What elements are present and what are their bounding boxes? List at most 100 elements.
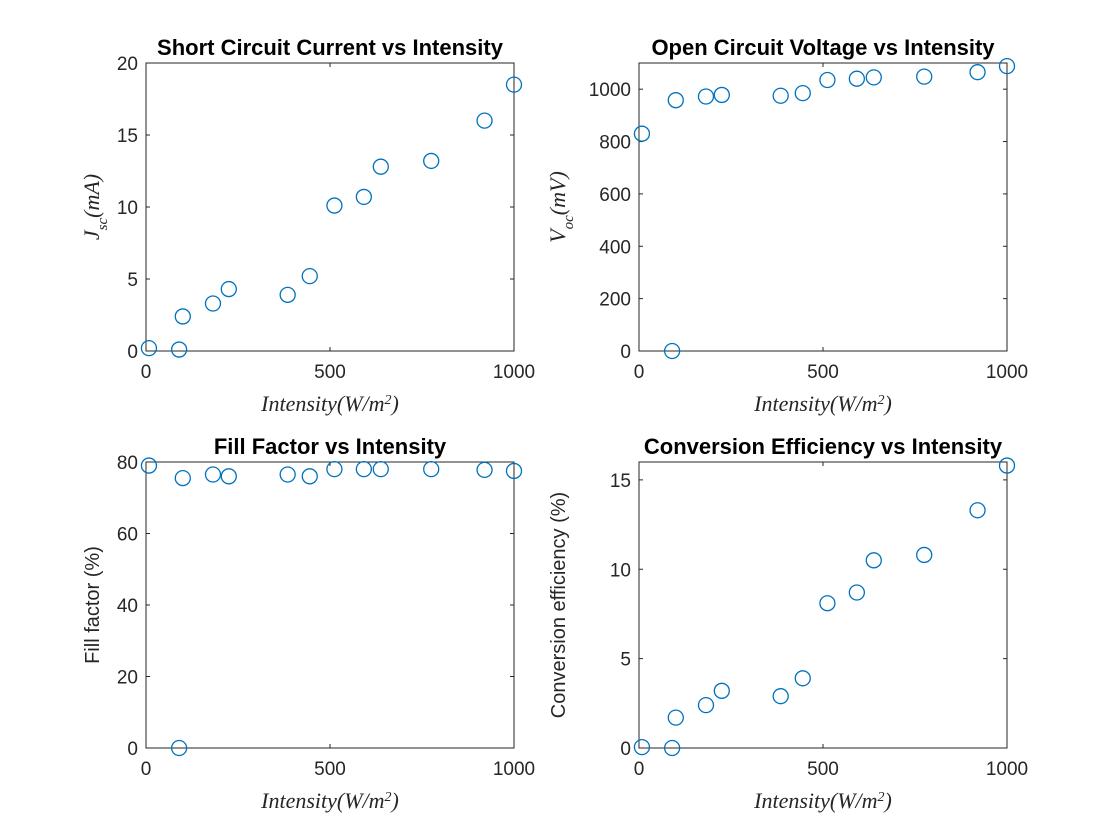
data-point (772, 688, 789, 705)
data-point (355, 460, 373, 478)
y-tick-label: 0 (620, 739, 631, 760)
data-point (372, 158, 389, 175)
data-point (794, 84, 811, 102)
data-point (663, 342, 681, 360)
y-tick-label: 5 (127, 270, 138, 291)
data-point (713, 682, 730, 699)
data-point (848, 584, 866, 601)
data-point (667, 709, 684, 726)
x-axis-label: Intensity(W/m2) (753, 788, 892, 813)
data-point (505, 76, 523, 93)
data-point (476, 461, 493, 479)
data-point (865, 69, 882, 86)
y-tick-label: 40 (117, 596, 138, 617)
axes-box (638, 62, 1008, 352)
data-point (204, 466, 222, 483)
y-tick-label: 60 (117, 525, 138, 546)
data-point (969, 64, 986, 81)
chart-1: Short Circuit Current vs Intensity 0 500 10… (79, 35, 535, 416)
data-point (697, 88, 715, 105)
y-tick-label: 20 (117, 668, 138, 689)
data-point (174, 308, 191, 325)
y-tick-label: 600 (599, 185, 631, 206)
data-point (220, 468, 237, 485)
x-tick-label: 0 (634, 759, 645, 780)
x-tick-label: 1000 (986, 362, 1028, 383)
y-tick-label: 10 (610, 560, 631, 581)
data-point (697, 696, 715, 714)
x-tick-label: 1000 (493, 362, 535, 383)
data-point (865, 552, 882, 569)
data-point (372, 460, 389, 478)
x-tick-label: 1000 (493, 759, 535, 780)
x-tick-label: 1000 (986, 759, 1028, 780)
data-point (140, 457, 158, 474)
data-point (998, 457, 1016, 474)
data-point (476, 112, 493, 129)
data-point (170, 341, 188, 358)
chart-2: Open Circuit Voltage vs Intensity 0 500 100… (545, 35, 1028, 416)
data-point (423, 460, 440, 478)
x-tick-label: 500 (314, 362, 346, 383)
data-point (916, 546, 933, 564)
data-point (279, 286, 296, 303)
y-tick-label: 0 (127, 739, 138, 760)
data-point (326, 460, 343, 478)
axes-box (145, 461, 515, 749)
y-tick-label: 400 (599, 237, 631, 258)
x-tick-label: 500 (807, 759, 839, 780)
axes-box (638, 461, 1008, 749)
y-tick-label: 5 (620, 650, 631, 671)
axes-box (145, 62, 515, 352)
data-point (355, 188, 373, 206)
data-point (819, 71, 836, 89)
data-point (794, 670, 811, 687)
data-point (819, 595, 836, 612)
chart-3: Fill Factor vs Intensity 0 500 1000 0 20 40 60 8… (82, 434, 535, 813)
y-axis-label: Fill factor (%) (82, 546, 104, 664)
data-point (279, 466, 296, 483)
chart-title: Short Circuit Current vs Intensity (157, 35, 504, 60)
data-point (174, 469, 191, 487)
x-tick-label: 0 (141, 759, 152, 780)
y-tick-label: 0 (620, 342, 631, 363)
x-tick-label: 500 (807, 362, 839, 383)
chart-title: Fill Factor vs Intensity (214, 434, 447, 459)
data-point (663, 739, 681, 757)
data-point (301, 267, 318, 285)
data-point (301, 468, 318, 485)
x-tick-label: 500 (314, 759, 346, 780)
data-point (667, 92, 684, 109)
data-point (633, 738, 651, 756)
x-tick-label: 0 (634, 362, 645, 383)
data-point (326, 197, 343, 214)
x-axis-label: Intensity(W/m2) (260, 788, 399, 813)
y-tick-label: 0 (127, 342, 138, 363)
y-axis-label: Jsc(mA) (79, 174, 111, 240)
data-point (423, 152, 440, 170)
chart-title: Open Circuit Voltage vs Intensity (651, 35, 995, 60)
y-tick-label: 20 (117, 54, 138, 75)
chart-4: Conversion Efficiency vs Intensity 0 500 10… (548, 434, 1028, 813)
data-point (916, 68, 933, 85)
y-tick-label: 15 (610, 471, 631, 492)
x-axis-label: Intensity(W/m2) (753, 391, 892, 416)
data-point (848, 70, 866, 87)
data-point (633, 125, 651, 142)
y-tick-label: 80 (117, 453, 138, 474)
x-axis-label: Intensity(W/m2) (260, 391, 399, 416)
y-tick-label: 200 (599, 290, 631, 311)
x-tick-label: 0 (141, 362, 152, 383)
y-axis-label: Conversion efficiency (%) (548, 492, 570, 718)
data-point (170, 739, 188, 757)
data-point (969, 502, 986, 519)
data-point (140, 339, 158, 357)
y-tick-label: 15 (117, 126, 138, 147)
y-tick-label: 10 (117, 198, 138, 219)
chart-title: Conversion Efficiency vs Intensity (644, 434, 1003, 459)
data-point (772, 87, 789, 104)
data-point (713, 86, 730, 104)
data-point (204, 295, 222, 312)
data-point (505, 462, 523, 480)
